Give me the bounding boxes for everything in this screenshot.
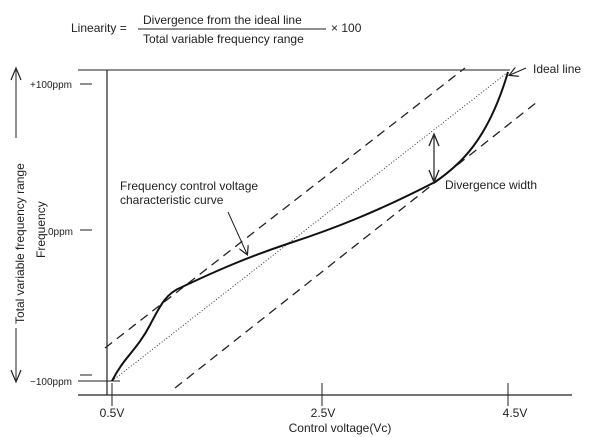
y-tick-label-top: +100ppm <box>30 80 72 91</box>
formula-lhs: Linearity = <box>71 21 127 35</box>
x-tick-label-1: 2.5V <box>311 406 336 420</box>
y-range-label: Total variable frequency range <box>13 163 27 324</box>
x-tick-label-0: 0.5V <box>100 406 125 420</box>
x-axis-label: Control voltage(Vc) <box>289 421 392 435</box>
divergence-width-arrow-top-head <box>428 132 440 147</box>
y-axis-label: Frequency <box>34 201 48 258</box>
range-label-backdrop <box>10 138 23 328</box>
ideal-line-label: Ideal line <box>533 62 581 76</box>
y-tick-label-mid: 0ppm <box>48 227 73 238</box>
ideal-line <box>111 71 509 382</box>
curve-pointer <box>227 211 247 254</box>
range-arrow-bottom-head <box>10 369 22 384</box>
curve-label-line1: Frequency control voltage <box>120 179 258 193</box>
x-tick-label-2: 4.5V <box>503 406 528 420</box>
formula-denominator: Total variable frequency range <box>143 32 304 46</box>
y-tick-label-bottom: −100ppm <box>30 377 72 388</box>
divergence-width-label: Divergence width <box>445 178 537 192</box>
curve-label-line2: characteristic curve <box>120 193 224 207</box>
upper-divergence-line <box>104 67 466 349</box>
lower-divergence-line <box>174 101 538 389</box>
ideal-line-pointer <box>510 68 527 75</box>
range-arrow-top-head <box>10 66 22 81</box>
formula-numerator: Divergence from the ideal line <box>143 13 302 27</box>
formula-multiplier: × 100 <box>331 21 362 35</box>
divergence-width-arrow-bottom-head <box>428 169 440 184</box>
characteristic-curve <box>111 71 509 382</box>
